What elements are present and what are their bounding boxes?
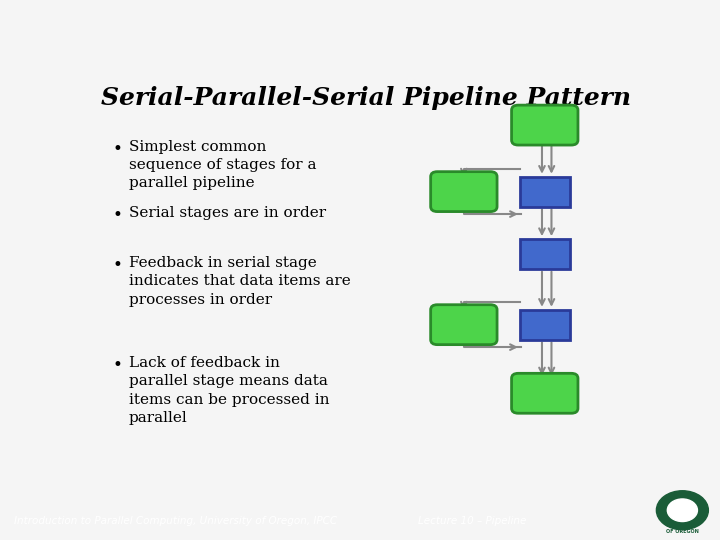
Circle shape (667, 499, 698, 522)
FancyBboxPatch shape (512, 373, 578, 413)
FancyBboxPatch shape (520, 177, 570, 207)
Text: •: • (112, 356, 122, 374)
Text: Serial stages are in order: Serial stages are in order (129, 206, 326, 220)
Text: Feedback in serial stage
indicates that data items are
processes in order: Feedback in serial stage indicates that … (129, 256, 351, 307)
Text: 10: 10 (673, 515, 690, 528)
Text: Lecture 10 – Pipeline: Lecture 10 – Pipeline (418, 516, 526, 526)
FancyBboxPatch shape (520, 310, 570, 340)
Text: •: • (112, 140, 122, 158)
Text: Lack of feedback in
parallel stage means data
items can be processed in
parallel: Lack of feedback in parallel stage means… (129, 356, 330, 425)
FancyBboxPatch shape (431, 305, 497, 345)
FancyBboxPatch shape (512, 105, 578, 145)
Text: Serial-Parallel-Serial Pipeline Pattern: Serial-Parallel-Serial Pipeline Pattern (101, 85, 631, 110)
Text: •: • (112, 206, 122, 224)
Text: Simplest common
sequence of stages for a
parallel pipeline: Simplest common sequence of stages for a… (129, 140, 317, 191)
Circle shape (657, 491, 708, 530)
FancyBboxPatch shape (520, 239, 570, 269)
Text: •: • (112, 256, 122, 274)
Text: Introduction to Parallel Computing, University of Oregon, IPCC: Introduction to Parallel Computing, Univ… (14, 516, 338, 526)
Text: UNIVERSITY
OF OREGON: UNIVERSITY OF OREGON (666, 523, 699, 534)
FancyBboxPatch shape (431, 172, 497, 212)
